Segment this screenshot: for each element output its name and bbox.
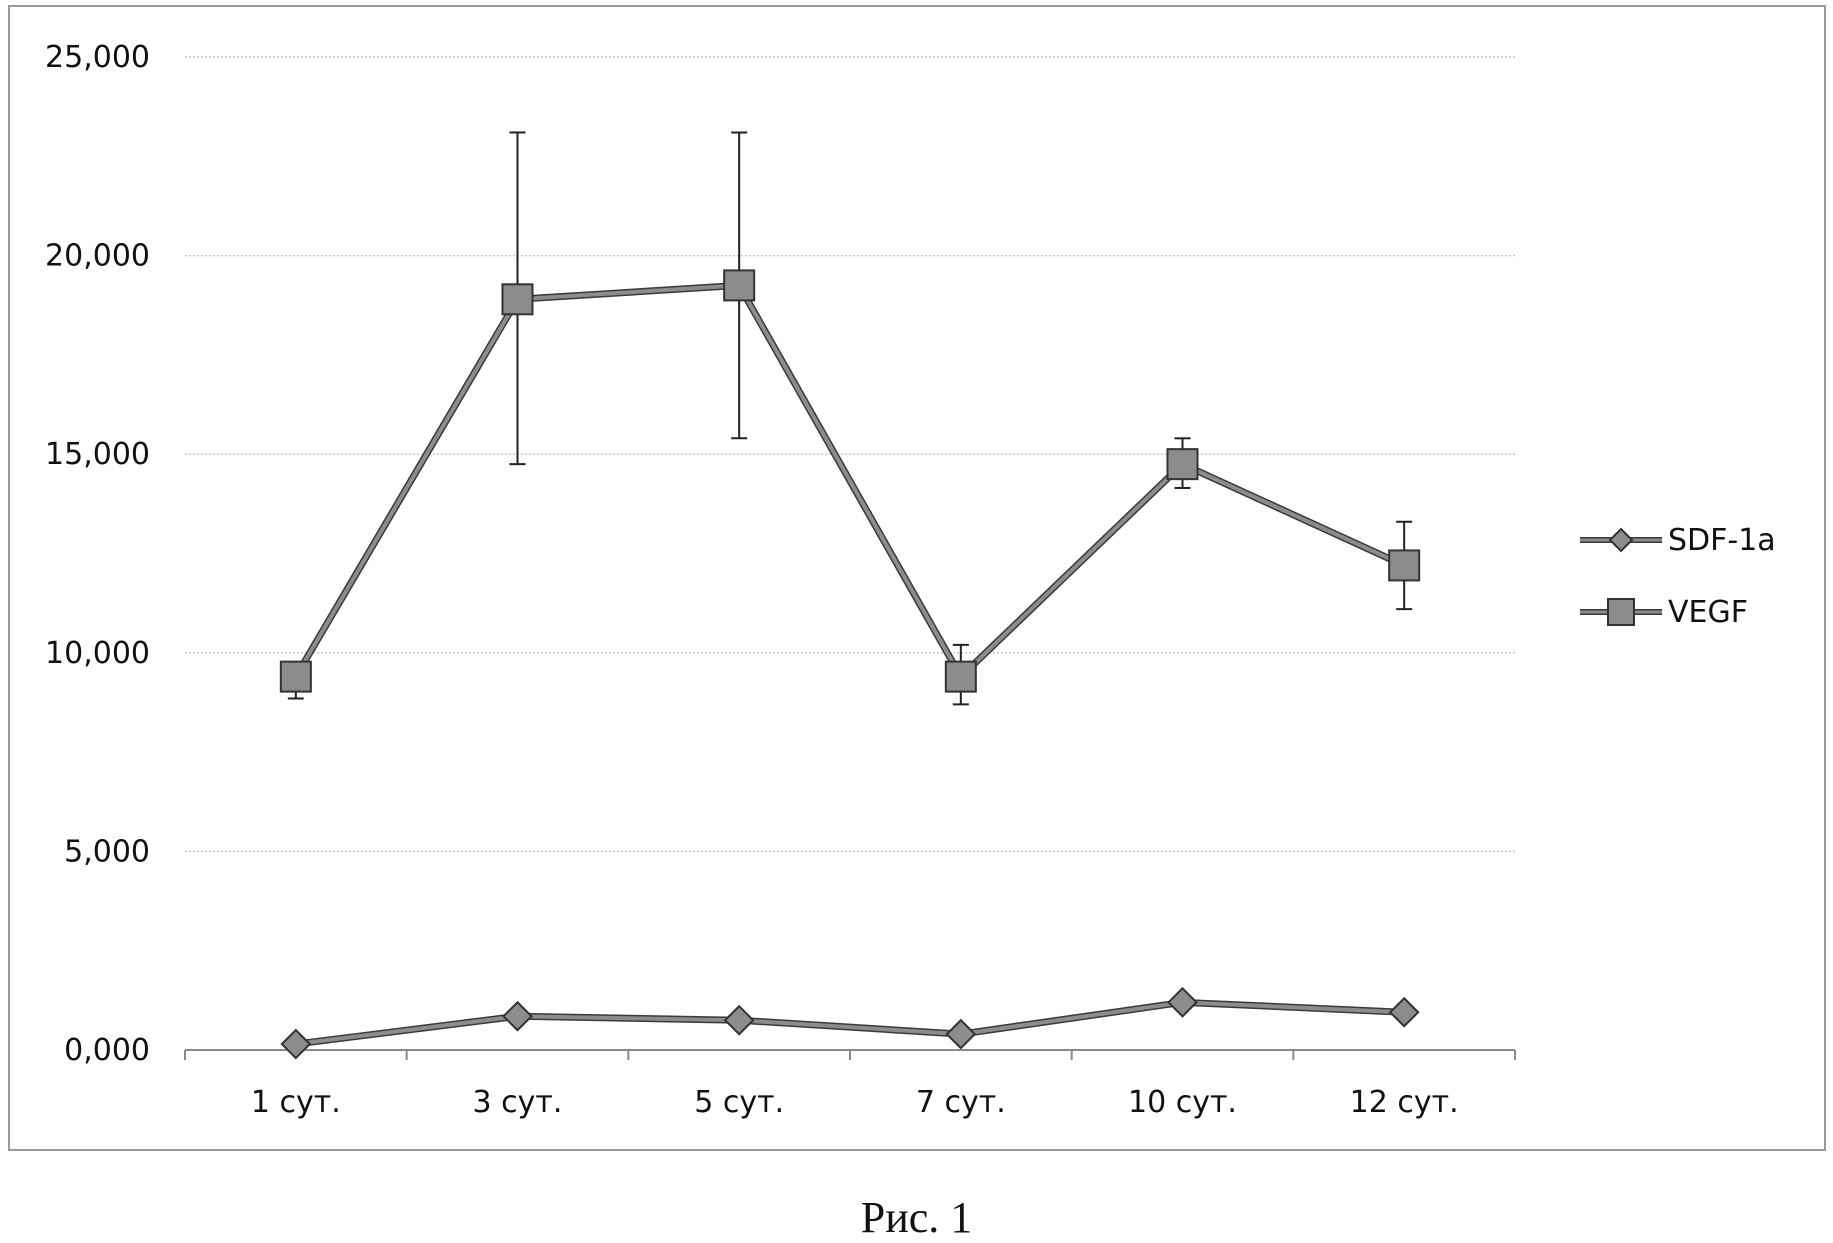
sdf-1a-point [725,1006,753,1034]
y-tick-labels: 0,000 5,000 10,000 15,000 20,000 25,000 [45,40,150,1068]
vegf-point [1168,449,1198,479]
legend-marker-vegf [1608,599,1634,625]
sdf-1a-point [282,1030,310,1058]
x-tick-labels: 1 сут. 3 сут. 5 сут. 7 сут. 10 сут. 12 сут. [251,1085,1459,1120]
y-tick-label: 15,000 [45,437,150,472]
x-tick-label: 7 сут. [916,1085,1006,1120]
figure-caption: Рис. 1 [0,1192,1833,1243]
sdf-1a-line [296,1002,1404,1044]
legend: SDF-1a VEGF [1580,523,1776,630]
sdf-1a-point [504,1002,532,1030]
chart-svg: 0,000 5,000 10,000 15,000 20,000 25,000 1 сут… [0,0,1833,1160]
legend-label-sdf-1a: SDF-1a [1668,523,1776,558]
vegf-point [281,662,311,692]
sdf-1a-point [1169,988,1197,1016]
vegf-point [946,662,976,692]
y-tick-label: 20,000 [45,239,150,274]
legend-label-vegf: VEGF [1668,595,1748,630]
x-tick-label: 10 сут. [1128,1085,1237,1120]
vegf-point [724,270,754,300]
error-bars [288,132,1412,704]
sdf-1a-point [947,1020,975,1048]
x-tick-label: 3 сут. [473,1085,563,1120]
series-layer [281,270,1419,1058]
x-tick-label: 1 сут. [251,1085,341,1120]
vegf-point [503,284,533,314]
x-tick-label: 12 сут. [1350,1085,1459,1120]
sdf-1a-point [1390,998,1418,1026]
x-tick-label: 5 сут. [694,1085,784,1120]
vegf-point [1389,550,1419,580]
y-tick-label: 10,000 [45,636,150,671]
grid-layer [185,57,1515,1060]
vegf-line [296,285,1404,676]
y-tick-label: 0,000 [64,1033,150,1068]
y-tick-label: 5,000 [64,834,150,869]
legend-marker-sdf-1a [1610,529,1632,551]
y-tick-label: 25,000 [45,40,150,75]
